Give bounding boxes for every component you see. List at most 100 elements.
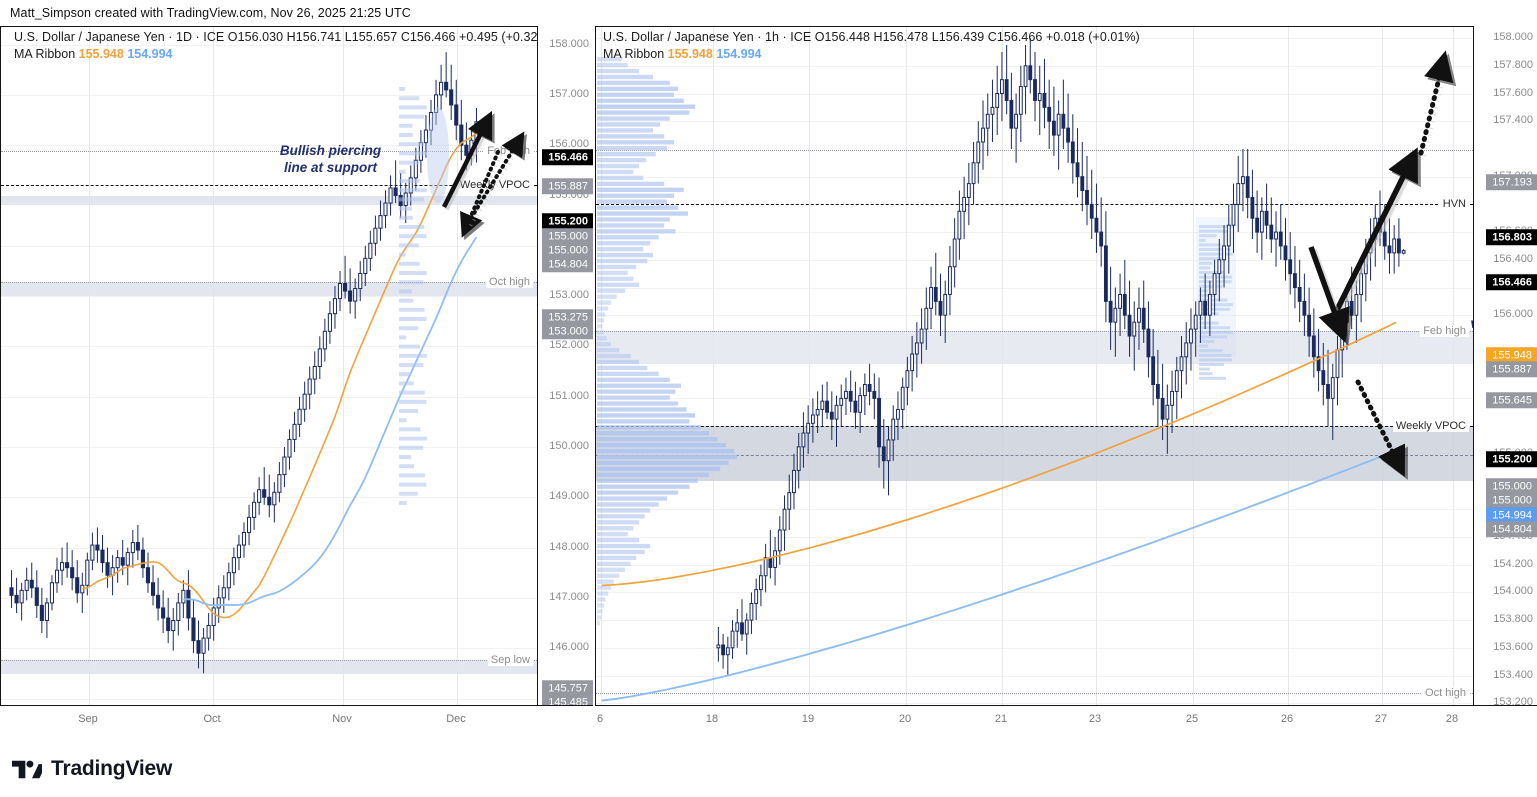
gridline-horizontal xyxy=(1,396,537,398)
gridline-horizontal xyxy=(1,94,537,96)
gridline-vertical xyxy=(343,27,344,705)
price-tick: 146.000 xyxy=(549,641,589,654)
price-tick: 147.000 xyxy=(549,590,589,603)
gridline-vertical xyxy=(809,27,810,705)
time-tick: Nov xyxy=(332,713,352,725)
time-tick: 26 xyxy=(1280,713,1294,725)
left-legend-indicator-line: MA Ribbon 155.948 154.994 xyxy=(14,47,553,61)
right-legend-indicator-name: MA Ribbon xyxy=(603,47,665,61)
attribution-text: Matt_Simpson created with TradingView.co… xyxy=(10,6,411,20)
price-label[interactable]: 157.193 xyxy=(1486,174,1537,190)
price-label[interactable]: 155.887 xyxy=(1486,361,1537,377)
price-label[interactable]: 155.000 xyxy=(1486,478,1537,494)
tradingview-footer: TradingView xyxy=(12,757,172,781)
left-chart-plot[interactable]: Feb high Weekly VPOC Oct high Sep low xyxy=(0,26,537,705)
price-label[interactable]: 155.887 xyxy=(542,178,593,194)
gridline-vertical xyxy=(213,27,214,705)
gridline-vertical xyxy=(89,27,90,705)
gridline-horizontal xyxy=(596,703,1473,705)
right-time-scale[interactable]: 6 18 19 20 21 23 25 26 27 28 xyxy=(595,705,1537,734)
price-tick: 148.000 xyxy=(549,540,589,553)
time-tick: 19 xyxy=(801,713,815,725)
gridline-vertical xyxy=(457,27,458,705)
right-price-scale[interactable]: 158.000157.800157.600157.400157.000156.6… xyxy=(1473,26,1537,732)
left-chart-annotation: Bullish piercing line at support xyxy=(279,143,382,175)
price-label[interactable]: 154.804 xyxy=(542,256,593,272)
left-time-scale[interactable]: Sep Oct Nov Dec xyxy=(0,705,593,734)
price-tick: 158.000 xyxy=(549,37,589,50)
gridline-horizontal xyxy=(596,315,1473,317)
price-label[interactable]: 155.948 xyxy=(1486,347,1537,363)
gridline-horizontal xyxy=(596,564,1473,566)
gridline-vertical xyxy=(1453,27,1454,705)
left-price-scale[interactable]: 158.000157.000156.000155.000154.000153.0… xyxy=(537,26,593,710)
time-tick: 25 xyxy=(1185,713,1199,725)
level-line xyxy=(596,330,1473,332)
level-line xyxy=(1,150,537,152)
price-label[interactable]: 155.200 xyxy=(542,213,593,229)
price-label[interactable]: 154.804 xyxy=(1486,521,1537,537)
price-tick: 153.000 xyxy=(549,289,589,302)
right-legend-ma-fast-value: 155.948 xyxy=(667,47,713,61)
gridline-horizontal xyxy=(596,121,1473,123)
level-line xyxy=(1,660,537,662)
level-label: Oct high xyxy=(1422,686,1469,699)
price-tick: 156.400 xyxy=(1493,252,1533,265)
gridline-horizontal xyxy=(1,44,537,46)
level-label: Weekly VPOC xyxy=(1392,420,1469,433)
gridline-horizontal xyxy=(596,287,1473,289)
price-label[interactable]: 156.803 xyxy=(1486,229,1537,245)
price-zone xyxy=(596,426,1473,481)
price-label[interactable]: 155.200 xyxy=(1486,451,1537,467)
left-legend-symbol-line: U.S. Dollar / Japanese Yen · 1D · ICE O1… xyxy=(14,30,553,44)
gridline-horizontal xyxy=(596,509,1473,511)
gridline-horizontal xyxy=(596,176,1473,178)
right-legend-indicator-line: MA Ribbon 155.948 154.994 xyxy=(603,47,1140,61)
right-legend-symbol-line: U.S. Dollar / Japanese Yen · 1h · ICE O1… xyxy=(603,30,1140,44)
price-tick: 156.000 xyxy=(1493,308,1533,321)
price-tick: 153.600 xyxy=(1493,640,1533,653)
price-zone xyxy=(1,660,537,675)
time-tick: Sep xyxy=(78,713,98,725)
left-chart-panel[interactable]: Feb high Weekly VPOC Oct high Sep low U.S. … xyxy=(0,26,593,734)
price-label[interactable]: 154.994 xyxy=(1486,507,1537,523)
price-tick: 154.000 xyxy=(1493,585,1533,598)
price-label[interactable]: 156.466 xyxy=(542,149,593,165)
gridline-horizontal xyxy=(1,346,537,348)
price-label[interactable]: 155.000 xyxy=(542,242,593,258)
price-label[interactable]: 155.000 xyxy=(1486,492,1537,508)
price-label[interactable]: 156.466 xyxy=(1486,274,1537,290)
gridline-horizontal xyxy=(1,547,537,549)
time-tick: 28 xyxy=(1445,713,1459,725)
left-chart-legend: U.S. Dollar / Japanese Yen · 1D · ICE O1… xyxy=(14,30,553,61)
level-line xyxy=(596,692,1473,694)
left-legend-ma-slow-value: 154.994 xyxy=(127,47,173,61)
gridline-vertical xyxy=(1288,27,1289,705)
time-tick: 20 xyxy=(898,713,912,725)
price-tick: 151.000 xyxy=(549,389,589,402)
gridline-vertical xyxy=(906,27,907,705)
price-tick: 153.800 xyxy=(1493,613,1533,626)
level-label: Sep low xyxy=(487,654,533,667)
price-tick: 157.800 xyxy=(1493,58,1533,71)
right-chart-panel[interactable]: HVN Feb high Weekly VPOC Oct high U.S. Doll… xyxy=(595,26,1537,734)
tradingview-logo-icon xyxy=(12,759,42,780)
right-chart-plot[interactable]: HVN Feb high Weekly VPOC Oct high xyxy=(595,26,1473,705)
price-label[interactable]: 153.000 xyxy=(542,323,593,339)
price-tick: 154.200 xyxy=(1493,557,1533,570)
price-label[interactable]: 155.645 xyxy=(1486,392,1537,408)
price-tick: 157.000 xyxy=(549,87,589,100)
gridline-vertical xyxy=(1096,27,1097,705)
gridline-horizontal xyxy=(1,447,537,448)
right-candlestick-series xyxy=(597,38,1457,702)
gridline-horizontal xyxy=(596,647,1473,649)
time-tick: 6 xyxy=(596,713,604,725)
gridline-horizontal xyxy=(596,536,1473,538)
price-label[interactable]: 153.275 xyxy=(542,309,593,325)
gridline-horizontal xyxy=(596,38,1473,40)
price-tick: 158.000 xyxy=(1493,31,1533,44)
price-label[interactable]: 155.000 xyxy=(542,228,593,244)
level-line xyxy=(596,426,1473,428)
price-label[interactable]: 145.757 xyxy=(542,680,593,696)
